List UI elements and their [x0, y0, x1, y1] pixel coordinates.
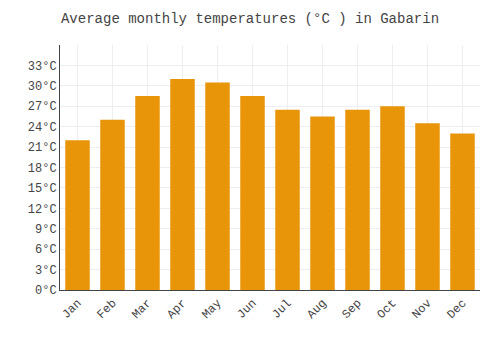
svg-text:Jun: Jun	[234, 297, 259, 322]
svg-text:Nov: Nov	[409, 297, 434, 322]
svg-text:30°C: 30°C	[28, 80, 57, 94]
svg-text:Feb: Feb	[94, 297, 119, 322]
svg-text:Dec: Dec	[444, 297, 469, 322]
svg-text:6°C: 6°C	[35, 243, 57, 257]
svg-text:3°C: 3°C	[35, 264, 57, 278]
svg-text:33°C: 33°C	[28, 60, 57, 74]
svg-text:9°C: 9°C	[35, 223, 57, 237]
svg-text:May: May	[199, 297, 224, 322]
svg-text:Oct: Oct	[374, 297, 399, 322]
svg-text:15°C: 15°C	[28, 182, 57, 196]
svg-text:Jul: Jul	[269, 297, 294, 322]
svg-text:0°C: 0°C	[35, 284, 57, 298]
svg-text:18°C: 18°C	[28, 162, 57, 176]
svg-text:27°C: 27°C	[28, 100, 57, 114]
svg-text:Average monthly temperatures (: Average monthly temperatures (°C ) in Ga…	[61, 11, 439, 27]
svg-text:Aug: Aug	[304, 297, 329, 322]
svg-text:21°C: 21°C	[28, 141, 57, 155]
svg-text:Mar: Mar	[129, 297, 154, 322]
svg-text:Apr: Apr	[164, 297, 189, 322]
svg-text:Sep: Sep	[339, 297, 364, 322]
svg-text:12°C: 12°C	[28, 203, 57, 217]
svg-text:Jan: Jan	[59, 297, 84, 322]
svg-text:24°C: 24°C	[28, 121, 57, 135]
